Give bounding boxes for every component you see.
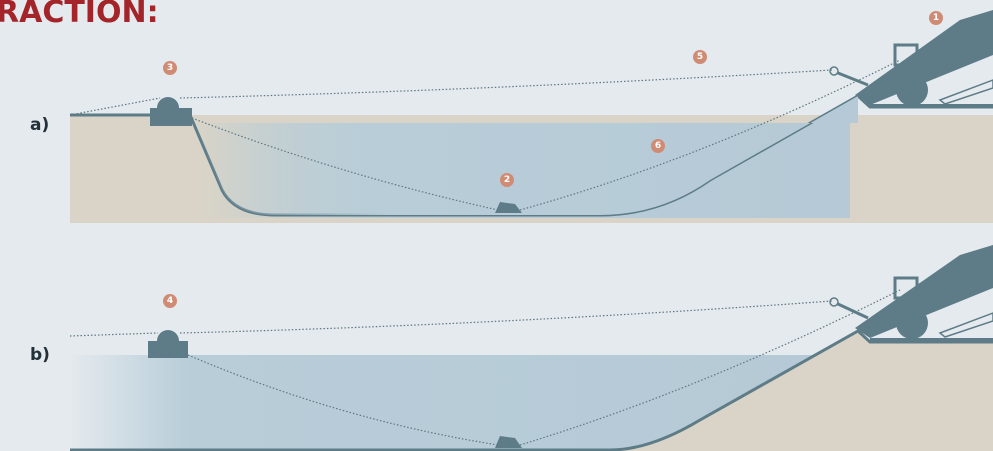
scraper: [495, 436, 522, 448]
excavator: [829, 245, 993, 342]
rope: [179, 300, 833, 334]
excavator: [829, 10, 993, 108]
scraper: [495, 202, 522, 213]
marker-number: 3: [167, 63, 173, 73]
anchor-dome: [157, 97, 179, 108]
panel-label: a): [30, 115, 49, 135]
rope: [69, 332, 159, 337]
marker-number: 1: [933, 13, 939, 23]
panel-label: b): [30, 345, 50, 365]
marker: 1: [929, 11, 943, 25]
profile: [70, 329, 993, 451]
rope: [69, 97, 161, 116]
marker-number: 5: [697, 52, 703, 62]
rope: [519, 289, 901, 446]
water: [70, 335, 858, 450]
marker: 6: [651, 139, 665, 153]
rope: [179, 69, 833, 99]
bank: [190, 115, 205, 123]
marker: 5: [693, 50, 707, 64]
marker: 3: [163, 61, 177, 75]
anchor-dome: [157, 330, 179, 341]
water-fill: [190, 96, 858, 215]
marker-number: 6: [655, 141, 661, 151]
marker-number: 4: [167, 296, 173, 306]
marker: 2: [500, 173, 514, 187]
rope: [187, 354, 499, 446]
ground: [600, 330, 993, 451]
marker: 4: [163, 294, 177, 308]
anchor-block: [150, 108, 192, 126]
marker-number: 2: [504, 175, 510, 185]
title: RACTION:: [0, 0, 159, 30]
anchor-block: [148, 341, 188, 358]
